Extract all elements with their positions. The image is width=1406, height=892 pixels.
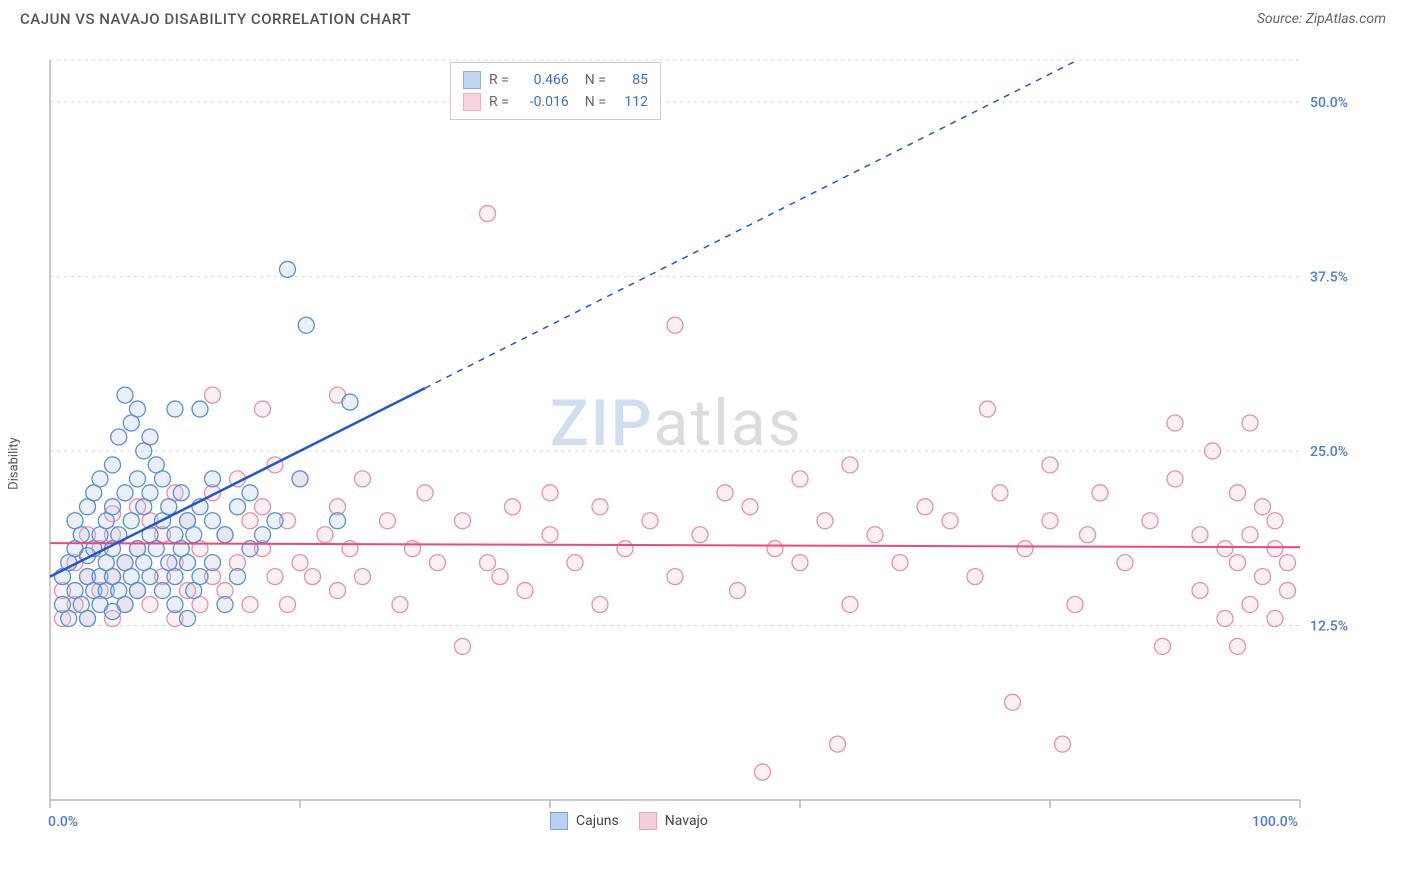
stat-n-value: 112 bbox=[614, 91, 648, 113]
y-axis-label: Disability bbox=[7, 437, 22, 490]
stats-legend: R = 0.466 N = 85 R = -0.016 N = 112 bbox=[450, 62, 661, 120]
legend-swatch bbox=[463, 71, 481, 89]
svg-text:50.0%: 50.0% bbox=[1310, 95, 1348, 111]
stats-legend-row: R = 0.466 N = 85 bbox=[463, 69, 648, 91]
legend-swatch bbox=[639, 812, 657, 830]
series-legend-label: Navajo bbox=[665, 813, 708, 829]
legend-swatch bbox=[550, 812, 568, 830]
stats-legend-row: R = -0.016 N = 112 bbox=[463, 91, 648, 113]
svg-text:12.5%: 12.5% bbox=[1310, 618, 1348, 634]
source-label: Source: ZipAtlas.com bbox=[1257, 11, 1386, 27]
stat-r-value: -0.016 bbox=[517, 91, 569, 113]
legend-swatch bbox=[463, 93, 481, 111]
stat-n-label: N = bbox=[585, 91, 606, 113]
stat-r-label: R = bbox=[489, 91, 509, 113]
scatter-chart: 12.5% 25.0% 37.5% 50.0% bbox=[20, 40, 1360, 840]
x-axis-min-label: 0.0% bbox=[48, 814, 78, 830]
chart-title: CAJUN VS NAVAJO DISABILITY CORRELATION C… bbox=[20, 10, 411, 28]
stat-r-value: 0.466 bbox=[517, 69, 569, 91]
stat-n-value: 85 bbox=[614, 69, 648, 91]
svg-text:37.5%: 37.5% bbox=[1310, 269, 1348, 285]
stat-n-label: N = bbox=[585, 69, 606, 91]
bottom-legend: Cajuns Navajo bbox=[550, 812, 708, 830]
series-legend-item: Cajuns bbox=[550, 812, 619, 830]
series-legend-item: Navajo bbox=[639, 812, 708, 830]
stat-r-label: R = bbox=[489, 69, 509, 91]
series-legend-label: Cajuns bbox=[576, 813, 619, 829]
x-axis-max-label: 100.0% bbox=[1252, 814, 1298, 830]
chart-area: Disability 12.5%25.0%37.5%50.0% ZIPatlas… bbox=[20, 40, 1386, 872]
svg-text:25.0%: 25.0% bbox=[1310, 444, 1348, 460]
